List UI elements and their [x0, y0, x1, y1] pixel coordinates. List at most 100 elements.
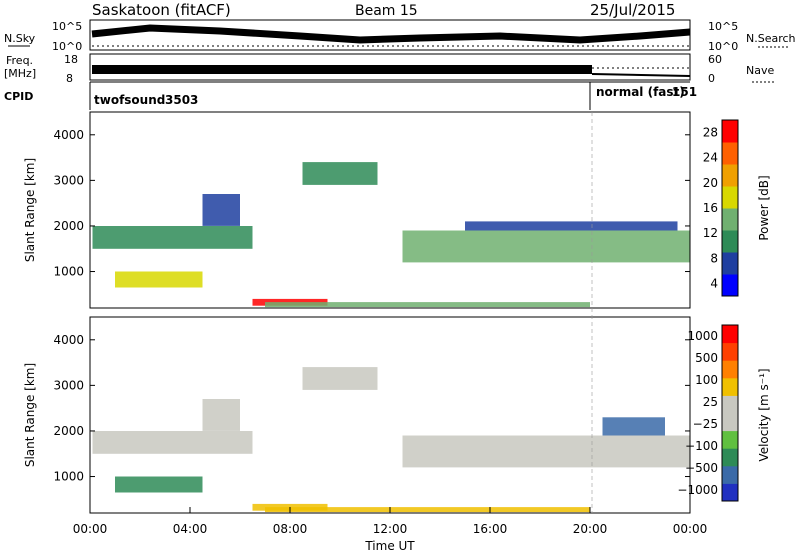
velocity-colorbar-tick-3: 25: [703, 395, 718, 409]
velocity-band-5: [302, 367, 378, 390]
velocity-colorbar-tick-5: −100: [685, 439, 718, 453]
date-title: 25/Jul/2015: [590, 1, 675, 19]
power-colorbar-tick-5: 8: [710, 251, 718, 265]
power-band-0: [92, 226, 253, 249]
time-tick-label-0: 00:00: [73, 522, 108, 536]
power-colorbar-swatch-0: [722, 274, 738, 297]
velocity-colorbar-swatch-5: [722, 395, 738, 414]
velocity-band-2: [202, 399, 240, 431]
nsearch-label: N.Search: [746, 32, 796, 45]
power-band-5: [302, 162, 378, 185]
cpid-label: CPID: [4, 90, 33, 103]
velocity-colorbar-swatch-6: [722, 377, 738, 396]
power-ytick-label-0: 1000: [53, 265, 84, 279]
cpid-segment-2-id: 151: [672, 85, 697, 99]
time-axis-ticks: 00:00 04:00 08:00 12:00 16:00 20:00 00:00: [73, 507, 708, 536]
freq-unit: [MHz]: [4, 67, 36, 80]
freq-tick-top: 18: [64, 53, 78, 66]
power-band-1: [115, 271, 203, 288]
velocity-ytick-label-0: 1000: [53, 470, 84, 484]
time-tick-label-3: 12:00: [373, 522, 408, 536]
time-tick-label-5: 20:00: [573, 522, 608, 536]
nsky-tick-bottom: 10^0: [52, 40, 82, 53]
velocity-colorbar-frame: [721, 324, 739, 502]
velocity-colorbar-tick-4: −25: [693, 417, 718, 431]
nsky-frame: [89, 19, 691, 51]
power-yticks: 1000 2000 3000 4000: [53, 128, 690, 279]
power-colorbar-tick-0: 28: [703, 126, 718, 140]
velocity-ytick-label-3: 4000: [53, 333, 84, 347]
power-colorbar-tick-4: 12: [703, 226, 718, 240]
nsky-right-tick-top: 10^5: [708, 20, 738, 33]
power-colorbar-label: Power [dB]: [757, 175, 771, 240]
nave-label: Nave: [746, 64, 774, 77]
freq-trace: [92, 65, 592, 74]
power-colorbar-tick-6: 4: [710, 276, 718, 290]
nave-tick-top: 60: [708, 53, 722, 66]
nsky-label: N.Sky: [4, 32, 36, 45]
freq-panel: Freq. [MHz] 18 8 60 0 Nave: [4, 53, 776, 85]
power-colorbar-swatch-7: [722, 120, 738, 143]
velocity-colorbar-swatch-7: [722, 360, 738, 379]
station-title: Saskatoon (fitACF): [92, 1, 231, 19]
velocity-colorbar-swatch-9: [722, 325, 738, 344]
velocity-yticks: 1000 2000 3000 4000: [53, 333, 690, 484]
velocity-cells: [92, 367, 690, 513]
velocity-colorbar-swatch-2: [722, 448, 738, 467]
nsky-tick-top: 10^5: [52, 20, 82, 33]
power-band-2: [202, 194, 240, 226]
nsky-trace: [91, 24, 691, 44]
freq-frame: [89, 53, 691, 81]
power-colorbar-swatch-6: [722, 142, 738, 165]
freq-tick-bottom: 8: [66, 72, 73, 85]
power-ytick-label-2: 3000: [53, 173, 84, 187]
power-colorbar-swatch-3: [722, 208, 738, 231]
velocity-band-4: [265, 507, 590, 513]
velocity-colorbar-tick-1: 500: [695, 351, 718, 365]
velocity-colorbar-swatch-4: [722, 413, 738, 432]
velocity-colorbar-swatch-3: [722, 430, 738, 449]
cpid-panel: CPID twofsound 3503 normal (fast) 151: [4, 81, 697, 110]
nsky-right-tick-bottom: 10^0: [708, 40, 738, 53]
power-band-7: [465, 221, 678, 231]
velocity-colorbar-tick-7: −1000: [677, 483, 718, 497]
power-colorbar-frame: [721, 119, 739, 297]
power-panel: 1000 2000 3000 4000 Slant Range [km] 28 24 20…: [23, 111, 771, 309]
velocity-colorbar-swatch-1: [722, 465, 738, 484]
power-colorbar-tick-1: 24: [703, 151, 718, 165]
velocity-colorbar-swatch-8: [722, 342, 738, 361]
velocity-band-6: [402, 435, 690, 468]
power-band-6: [402, 230, 690, 263]
velocity-ytick-label-2: 3000: [53, 378, 84, 392]
cpid-segment-2-name: normal (fast): [596, 85, 685, 99]
velocity-band-1: [115, 476, 203, 493]
power-colorbar-tick-3: 16: [703, 201, 718, 215]
velocity-colorbar: 1000 500 100 25 −25 −100 −500 −1000: [677, 324, 739, 502]
power-colorbar-swatch-4: [722, 186, 738, 209]
velocity-colorbar-swatch-0: [722, 483, 738, 502]
power-band-4: [265, 302, 590, 308]
velocity-ytick-label-1: 2000: [53, 424, 84, 438]
nsky-panel: N.Sky 10^5 10^0 10^5 10^0 N.Search: [4, 19, 796, 53]
velocity-colorbar-tick-2: 100: [695, 373, 718, 387]
power-colorbar-tick-2: 20: [703, 176, 718, 190]
time-tick-label-1: 04:00: [173, 522, 208, 536]
power-cells: [92, 162, 690, 308]
power-frame: [89, 111, 691, 309]
power-ytick-label-1: 2000: [53, 219, 84, 233]
cpid-segment-1-id: 3503: [165, 93, 198, 107]
power-ylabel: Slant Range [km]: [23, 158, 37, 262]
cpid-segment-1-name: twofsound: [94, 93, 165, 107]
power-colorbar-swatch-1: [722, 252, 738, 275]
time-tick-label-4: 16:00: [473, 522, 508, 536]
velocity-panel: 1000 2000 3000 4000 00:00 04:00 08:00 12:00 16:…: [23, 316, 771, 553]
freq-trace-tail: [591, 73, 691, 77]
velocity-ylabel: Slant Range [km]: [23, 363, 37, 467]
velocity-band-7: [602, 417, 665, 436]
nave-tick-bottom: 0: [708, 72, 715, 85]
freq-label: Freq.: [6, 54, 33, 67]
power-ytick-label-3: 4000: [53, 128, 84, 142]
time-tick-label-6: 00:00: [673, 522, 708, 536]
time-tick-label-2: 08:00: [273, 522, 308, 536]
